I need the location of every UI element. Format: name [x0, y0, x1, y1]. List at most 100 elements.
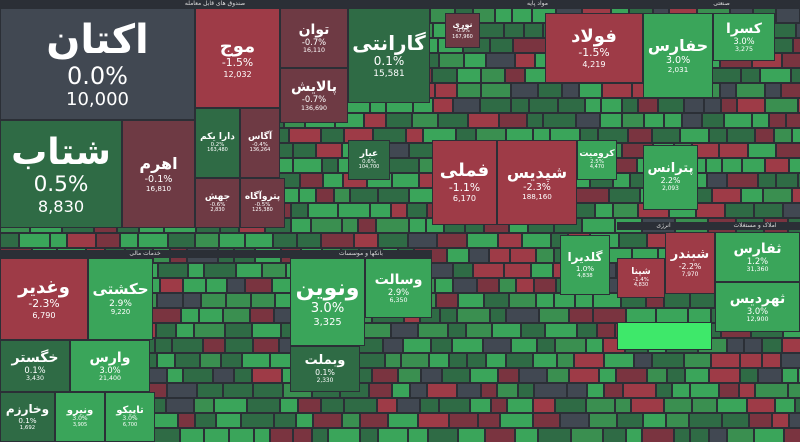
filler-tile — [466, 323, 492, 338]
filler-tile — [664, 113, 682, 128]
filler-tile — [538, 83, 562, 98]
filler-tile — [223, 383, 253, 398]
stock-tile[interactable]: توان -0.7% 16,110 — [280, 8, 348, 68]
stock-name: شپدیس — [506, 162, 568, 182]
filler-tile — [418, 413, 449, 428]
stock-tile[interactable]: شپنا -1.4% 4,830 — [617, 258, 665, 298]
stock-tile[interactable]: گارانتی 0.1% 15,581 — [348, 8, 430, 103]
filler-tile — [689, 413, 722, 428]
stock-tile[interactable]: وبملت 0.1% 2,330 — [290, 346, 360, 392]
filler-tile — [781, 83, 800, 98]
stock-tile[interactable]: آگاس -0.4% 136,264 — [240, 108, 280, 178]
filler-tile — [740, 368, 758, 383]
filler-tile — [334, 188, 350, 203]
filler-tile — [194, 323, 225, 338]
stock-tile[interactable]: ونیرو 3.0% 3,905 — [55, 392, 105, 442]
stock-tile[interactable]: پتروآگاه -0.5% 125,380 — [240, 178, 285, 228]
stock-tile[interactable]: پالایش -0.7% 136,690 — [280, 68, 348, 123]
filler-tile — [392, 173, 419, 188]
stock-name: وخارزم — [5, 401, 50, 416]
stock-tile[interactable]: وغدیر -2.3% 6,790 — [0, 258, 88, 340]
filler-tile — [511, 83, 538, 98]
filler-tile — [447, 248, 469, 263]
filler-tile — [360, 428, 378, 442]
stock-name: ثفارس — [733, 240, 782, 257]
filler-tile — [138, 233, 168, 248]
stock-tile[interactable]: حکشتی 2.9% 9,220 — [88, 258, 153, 340]
filler-tile — [481, 383, 497, 398]
stock-tile[interactable]: فملی -1.1% 6,170 — [432, 140, 497, 225]
filler-tile — [742, 158, 765, 173]
filler-tile — [531, 263, 553, 278]
filler-tile — [626, 308, 656, 323]
filler-tile — [664, 293, 690, 308]
filler-tile — [300, 173, 323, 188]
stock-tile[interactable]: شپدیس -2.3% 188,160 — [497, 140, 577, 225]
stock-tile[interactable]: جهش -0.6% 2,830 — [195, 178, 240, 228]
filler-tile — [601, 98, 622, 113]
sector-label: انرژی — [617, 222, 710, 230]
stock-tile[interactable]: دارا یکم 0.2% 163,480 — [195, 108, 240, 178]
stock-tile[interactable]: ثهردیس 3.0% 12,900 — [715, 282, 800, 332]
stock-tile[interactable]: ونوین 3.0% 3,325 — [290, 258, 365, 346]
filler-tile — [719, 143, 748, 158]
stock-tile[interactable]: شتاب 0.5% 8,830 — [0, 120, 122, 228]
filler-tile — [369, 383, 392, 398]
filler-tile — [543, 113, 576, 128]
stock-tile[interactable]: اکتان 0.0% 10,000 — [0, 8, 195, 120]
filler-tile — [213, 368, 234, 383]
filler-tile — [772, 38, 793, 53]
filler-tile — [798, 98, 800, 113]
filler-tile — [195, 413, 216, 428]
stock-tile[interactable]: ثفارس 1.2% 31,360 — [715, 232, 800, 282]
filler-tile — [747, 398, 775, 413]
filler-tile — [195, 233, 219, 248]
filler-tile — [571, 428, 603, 442]
stock-tile[interactable]: گلدیرا 1.0% 4,838 — [560, 235, 610, 295]
stock-tile[interactable]: شبندر -2.2% 7,970 — [665, 232, 715, 294]
stock-tile[interactable]: فولاد -1.5% 4,219 — [545, 13, 643, 83]
filler-tile — [498, 233, 522, 248]
stock-tile[interactable]: وسالت 2.9% 6,350 — [365, 258, 432, 318]
filler-tile — [704, 98, 721, 113]
filler-tile — [473, 263, 504, 278]
filler-tile — [755, 128, 774, 143]
filler-tile — [595, 203, 613, 218]
stock-tile[interactable]: عیار 0.6% 104,700 — [348, 140, 390, 180]
stock-tile[interactable]: خگستر 0.1% 3,430 — [0, 340, 70, 392]
stock-price: 3,325 — [313, 316, 342, 328]
filler-tile — [529, 98, 558, 113]
filler-tile — [789, 158, 800, 173]
filler-tile — [586, 398, 615, 413]
stock-name: دارا یکم — [200, 131, 235, 142]
stock-tile[interactable]: وخارزم 0.1% 1,692 — [0, 392, 55, 442]
stock-change: 1.2% — [746, 255, 769, 266]
filler-tile — [515, 53, 535, 68]
filler-tile — [788, 383, 800, 398]
filler-tile — [293, 143, 316, 158]
filler-tile — [221, 353, 242, 368]
filler-tile — [241, 413, 274, 428]
stock-tile[interactable]: نوری -0.9% 167,960 — [445, 13, 480, 48]
stock-tile[interactable]: اهرم -0.1% 16,810 — [122, 120, 195, 228]
stock-tile[interactable]: موج -1.5% 12,032 — [195, 8, 280, 108]
stock-tile[interactable]: حفارس 3.0% 2,031 — [643, 13, 713, 98]
filler-tile — [754, 203, 783, 218]
filler-tile — [798, 173, 800, 188]
filler-tile — [776, 173, 798, 188]
stock-tile[interactable]: تاپیکو 3.0% 6,700 — [105, 392, 155, 442]
filler-tile — [427, 383, 457, 398]
stock-tile[interactable]: کسرا 3.0% 3,275 — [713, 13, 775, 61]
filler-tile — [483, 338, 511, 353]
filler-tile — [252, 323, 281, 338]
stock-tile[interactable]: کرومیت 2.5% 4,470 — [577, 140, 617, 180]
filler-tile — [690, 293, 715, 308]
filler-tile — [225, 338, 253, 353]
filler-tile — [576, 113, 600, 128]
filler-tile — [792, 188, 800, 203]
stock-tile[interactable]: وارس 3.0% 21,400 — [70, 340, 150, 392]
stock-tile[interactable]: پترانس 2.2% 2,093 — [643, 145, 698, 210]
stock-change: 3.0% — [310, 301, 345, 317]
stock-name: شتاب — [11, 131, 111, 173]
filler-tile — [782, 338, 800, 353]
